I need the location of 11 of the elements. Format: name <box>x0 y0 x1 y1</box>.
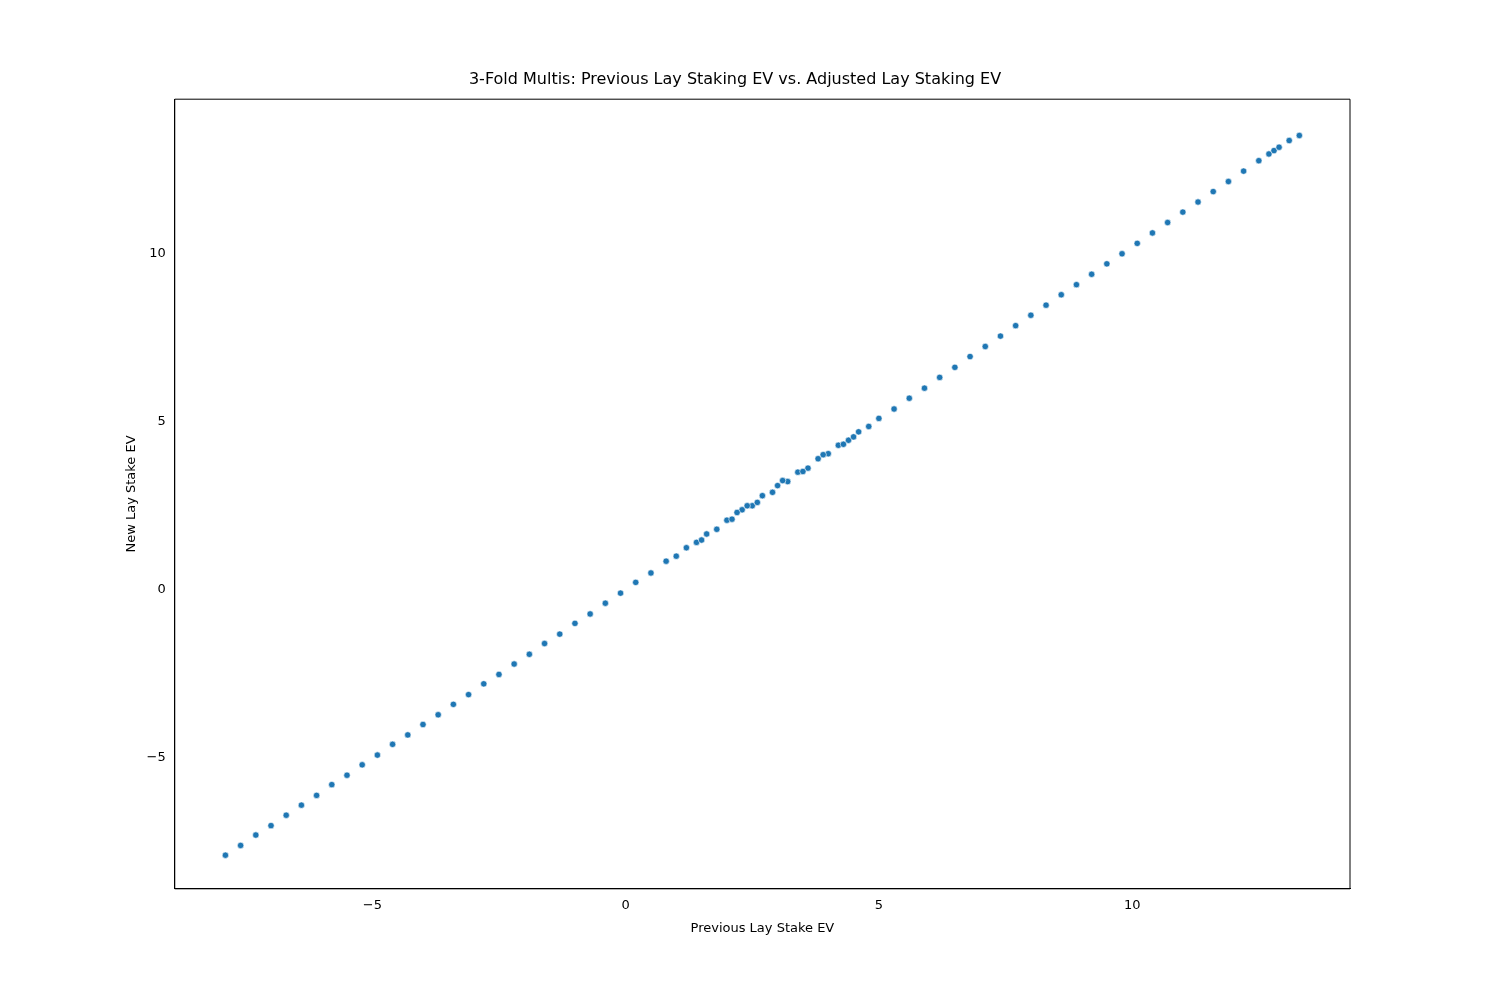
y-tick-label: 5 <box>157 413 166 429</box>
x-tick-label: 0 <box>621 896 630 912</box>
x-tick-label: 5 <box>874 896 884 912</box>
x-axis-title: Previous Lay Stake EV <box>690 919 835 935</box>
chart-title: 3-Fold Multis: Previous Lay Staking EV vs. Adjusted Lay Staking EV <box>468 68 1002 88</box>
y-tick-label: −5 <box>146 749 166 765</box>
x-tick-label: 10 <box>1123 896 1141 912</box>
y-tick-label: 10 <box>149 245 166 261</box>
y-tick-label: 0 <box>157 581 166 597</box>
y-axis-title: New Lay Stake EV <box>123 435 139 553</box>
x-tick-label: −5 <box>362 896 382 912</box>
